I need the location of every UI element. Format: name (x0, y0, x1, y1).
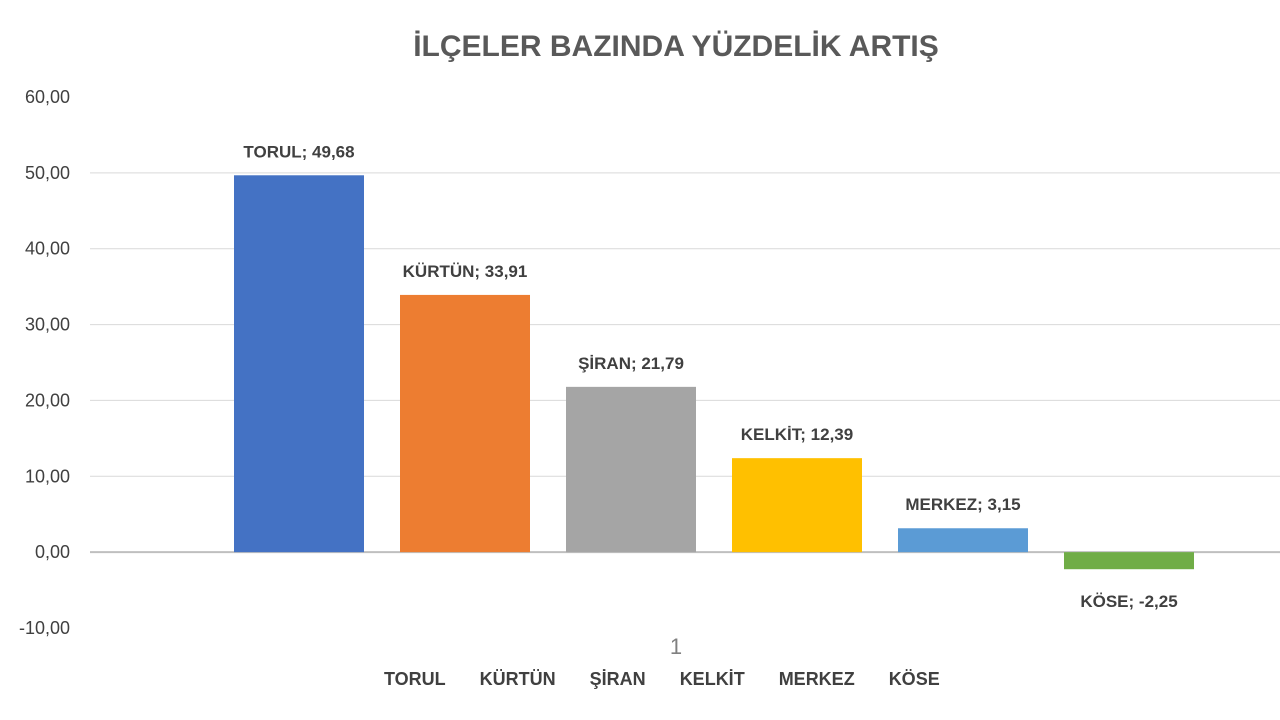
y-tick-label: 30,00 (25, 315, 70, 335)
bar-2 (400, 294, 530, 553)
y-tick-label: 20,00 (25, 390, 70, 410)
data-label: TORUL; 49,68 (243, 142, 354, 161)
bar-3 (566, 386, 696, 553)
legend-label: KÜRTÜN (480, 669, 556, 689)
x-category-label: 1 (670, 634, 682, 659)
y-tick-label: 10,00 (25, 466, 70, 486)
y-tick-label: -10,00 (19, 618, 70, 638)
legend-item: KELKİT (680, 669, 745, 689)
data-label: KÜRTÜN; 33,91 (403, 262, 528, 281)
bar-1 (234, 175, 364, 553)
bar-6 (1064, 552, 1194, 570)
legend-label: KÖSE (889, 669, 940, 689)
bars (234, 175, 1194, 570)
legend-item: ŞİRAN (590, 669, 646, 689)
data-label: KELKİT; 12,39 (741, 425, 853, 444)
data-label: KÖSE; -2,25 (1080, 592, 1177, 611)
y-axis-ticks: 60,00 50,00 40,00 30,00 20,00 10,00 0,00 -10,00 (19, 87, 70, 638)
data-label: MERKEZ; 3,15 (905, 495, 1020, 514)
legend-label: KELKİT (680, 669, 745, 689)
legend-item: KÖSE (889, 669, 940, 689)
chart-title: İLÇELER BAZINDA YÜZDELİK ARTIŞ (413, 30, 939, 63)
legend-item: MERKEZ (779, 669, 855, 689)
legend-item: KÜRTÜN (480, 669, 556, 689)
legend-label: ŞİRAN (590, 669, 646, 689)
y-tick-label: 0,00 (35, 542, 70, 562)
data-label: ŞİRAN; 21,79 (578, 354, 684, 373)
y-tick-label: 50,00 (25, 163, 70, 183)
legend-label: TORUL (384, 669, 446, 689)
data-labels: TORUL; 49,68 KÜRTÜN; 33,91 ŞİRAN; 21,79 KEL… (243, 142, 1177, 611)
legend: TORUL KÜRTÜN ŞİRAN KELKİT MERKEZ KÖSE (384, 669, 940, 689)
bar-5 (898, 528, 1028, 553)
bar-4 (732, 458, 862, 553)
legend-label: MERKEZ (779, 669, 855, 689)
y-tick-label: 40,00 (25, 239, 70, 259)
legend-item: TORUL (384, 669, 446, 689)
y-tick-label: 60,00 (25, 87, 70, 107)
